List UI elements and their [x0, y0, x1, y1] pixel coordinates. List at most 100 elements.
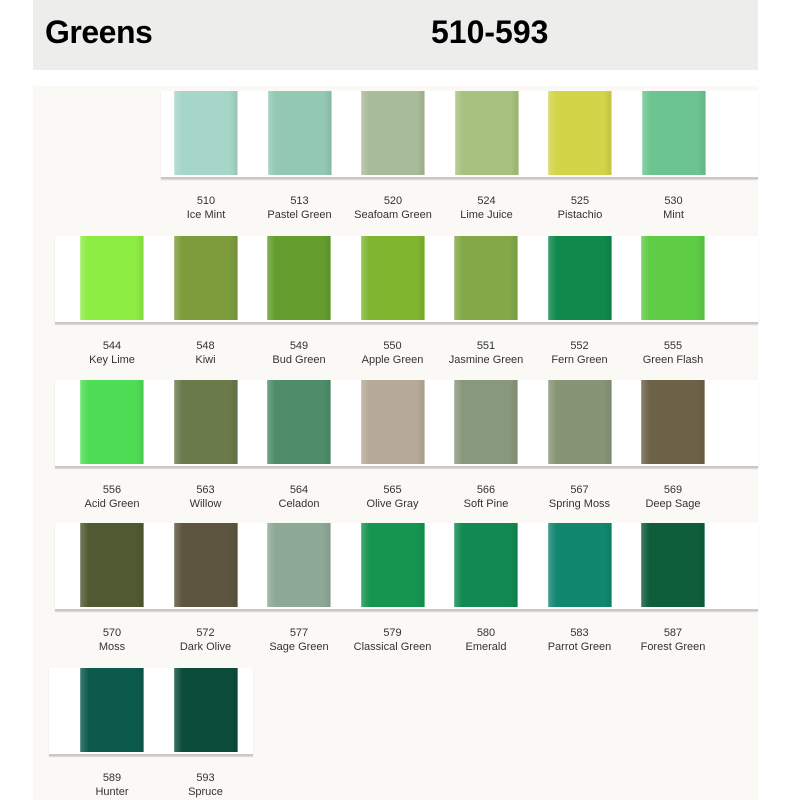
color-name: Emerald [465, 641, 507, 653]
color-item[interactable]: 513 Pastel Green [257, 91, 343, 221]
ribbon-swatch [360, 236, 425, 320]
ribbon-swatch [641, 236, 705, 320]
color-item[interactable]: 580 Emerald [443, 523, 529, 653]
color-code: 564 [289, 484, 309, 496]
color-name: Apple Green [361, 354, 424, 366]
color-item[interactable]: 579 Classical Green [350, 523, 436, 653]
ribbon-swatch [641, 91, 706, 175]
color-name: Fern Green [551, 354, 608, 366]
color-code: 593 [196, 772, 215, 784]
color-code: 577 [289, 627, 309, 639]
color-item[interactable]: 555 Green Flash [630, 236, 716, 366]
color-name: Willow [189, 498, 222, 510]
color-code: 583 [570, 627, 589, 639]
color-item[interactable]: 510 Ice Mint [163, 91, 249, 221]
ribbon-swatch [547, 236, 612, 320]
ribbon-swatch [454, 523, 518, 607]
ribbon-swatch [361, 91, 425, 175]
color-item[interactable]: 548 Kiwi [163, 236, 249, 366]
color-code: 556 [102, 484, 122, 496]
color-name: Soft Pine [463, 498, 509, 510]
page-header: Greens 510-593 [33, 0, 758, 70]
color-name: Dark Olive [179, 641, 232, 653]
color-item[interactable]: 567 Spring Moss [537, 380, 623, 510]
swatch-row: 544 Key Lime 548 Kiwi 549 Bud Green 550 Apple G… [33, 236, 758, 366]
color-item[interactable]: 551 Jasmine Green [443, 236, 529, 366]
ribbon-swatch [548, 91, 612, 175]
ribbon-swatch [80, 668, 144, 752]
color-code: 513 [290, 195, 309, 207]
swatch-row: 570 Moss 572 Dark Olive 577 Sage Green 579 Clas… [33, 523, 758, 653]
color-code: 520 [383, 195, 403, 207]
color-item[interactable]: 552 Fern Green [537, 236, 623, 366]
color-name: Seafoam Green [354, 209, 432, 221]
color-code: 567 [570, 484, 589, 496]
ribbon-swatch [547, 523, 612, 607]
color-item[interactable]: 566 Soft Pine [443, 380, 529, 510]
color-item[interactable]: 563 Willow [163, 380, 249, 510]
color-code: 572 [196, 627, 215, 639]
ribbon-swatch [360, 523, 425, 607]
color-name: Acid Green [84, 498, 140, 510]
ribbon-swatch [173, 236, 238, 320]
ribbon-swatch [173, 668, 238, 752]
color-code: 566 [476, 484, 496, 496]
color-item[interactable]: 564 Celadon [256, 380, 342, 510]
color-name: Mint [663, 209, 684, 221]
swatch-row: 510 Ice Mint 513 Pastel Green 520 Seafoam Gre… [33, 91, 758, 221]
color-item[interactable]: 544 Key Lime [69, 236, 155, 366]
ribbon-swatch [641, 380, 705, 464]
color-item[interactable]: 572 Dark Olive [163, 523, 249, 653]
color-code: 579 [383, 627, 402, 639]
ribbon-swatch [80, 523, 144, 607]
ribbon-swatch [174, 91, 238, 175]
color-code: 510 [196, 195, 216, 207]
ribbon-swatch [547, 380, 612, 464]
color-range: 510-593 [431, 14, 549, 50]
color-code: 524 [477, 195, 496, 207]
color-name: Key Lime [89, 354, 135, 366]
color-chart: 510 Ice Mint 513 Pastel Green 520 Seafoam Gre… [33, 86, 758, 800]
color-code: 530 [664, 195, 683, 207]
color-item[interactable]: 565 Olive Gray [350, 380, 436, 510]
color-item[interactable]: 577 Sage Green [256, 523, 342, 653]
ribbon-swatch [267, 523, 331, 607]
color-name: Bud Green [272, 354, 326, 366]
ribbon-swatch [360, 380, 425, 464]
color-item[interactable]: 593 Spruce [163, 668, 249, 798]
color-code: 552 [570, 340, 589, 352]
color-item[interactable]: 556 Acid Green [69, 380, 155, 510]
color-item[interactable]: 569 Deep Sage [630, 380, 716, 510]
color-name: Ice Mint [186, 209, 226, 221]
color-item[interactable]: 549 Bud Green [256, 236, 342, 366]
color-code: 563 [196, 484, 215, 496]
ribbon-swatch [454, 91, 519, 175]
color-name: Parrot Green [547, 641, 612, 653]
ribbon-swatch [454, 380, 518, 464]
color-item[interactable]: 587 Forest Green [630, 523, 716, 653]
ribbon-swatch [267, 91, 332, 175]
color-item[interactable]: 589 Hunter [69, 668, 155, 798]
ribbon-swatch [267, 380, 331, 464]
color-name: Kiwi [195, 354, 216, 366]
color-name: Sage Green [269, 641, 329, 653]
color-name: Olive Gray [366, 498, 419, 510]
color-item[interactable]: 524 Lime Juice [444, 91, 530, 221]
color-code: 565 [383, 484, 402, 496]
color-code: 544 [102, 340, 122, 352]
color-name: Green Flash [642, 354, 704, 366]
ribbon-swatch [267, 236, 331, 320]
color-item[interactable]: 583 Parrot Green [537, 523, 623, 653]
color-item[interactable]: 520 Seafoam Green [350, 91, 436, 221]
color-item[interactable]: 530 Mint [631, 91, 717, 221]
color-code: 550 [383, 340, 402, 352]
color-item[interactable]: 550 Apple Green [350, 236, 436, 366]
color-code: 551 [476, 340, 496, 352]
color-name: Lime Juice [460, 209, 513, 221]
color-code: 580 [476, 627, 496, 639]
ribbon-swatch [80, 236, 144, 320]
color-name: Jasmine Green [448, 354, 524, 366]
color-item[interactable]: 570 Moss [69, 523, 155, 653]
color-code: 549 [289, 340, 309, 352]
color-item[interactable]: 525 Pistachio [537, 91, 623, 221]
